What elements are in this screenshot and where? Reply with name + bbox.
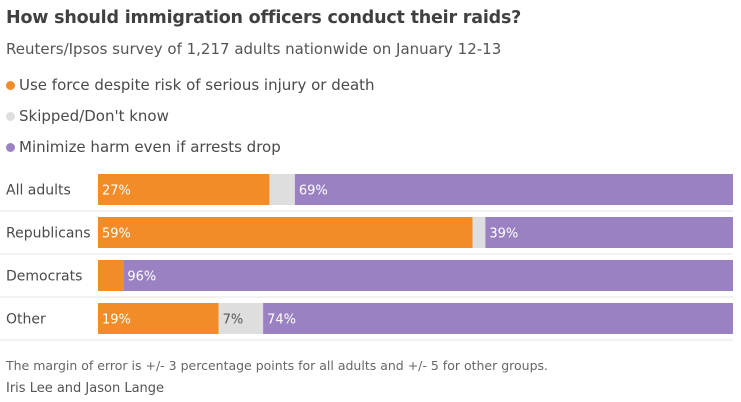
legend-label: Skipped/Don't know bbox=[19, 107, 169, 125]
bar-segment bbox=[98, 260, 124, 291]
data-label: 27% bbox=[102, 184, 131, 199]
bar-segment bbox=[294, 174, 733, 205]
chart-subtitle: Reuters/Ipsos survey of 1,217 adults nat… bbox=[6, 40, 502, 58]
bar-segment bbox=[218, 303, 264, 334]
legend-item-use-force: Use force despite risk of serious injury… bbox=[6, 76, 375, 94]
bar-segment bbox=[269, 174, 295, 205]
legend-dot-icon bbox=[6, 80, 15, 90]
legend-dot-icon bbox=[6, 111, 15, 121]
legend-label: Minimize harm even if arrests drop bbox=[19, 138, 281, 156]
category-label: All adults bbox=[6, 183, 71, 199]
legend-dot-icon bbox=[6, 142, 15, 152]
category-label: Other bbox=[6, 312, 46, 328]
data-label: 96% bbox=[127, 270, 156, 285]
data-label: 19% bbox=[102, 313, 131, 328]
chart-footnote: The margin of error is +/- 3 percentage … bbox=[6, 358, 549, 373]
bar-segment bbox=[472, 217, 486, 248]
chart-title: How should immigration officers conduct … bbox=[6, 8, 522, 28]
legend-item-skipped: Skipped/Don't know bbox=[6, 107, 169, 125]
bar-segment bbox=[98, 303, 219, 334]
data-label: 7% bbox=[223, 313, 244, 328]
category-label: Democrats bbox=[6, 269, 82, 285]
legend-label: Use force despite risk of serious injury… bbox=[19, 76, 375, 94]
bar-segment bbox=[98, 217, 473, 248]
category-label: Republicans bbox=[6, 226, 91, 242]
bar-segment bbox=[263, 303, 733, 334]
data-label: 59% bbox=[102, 227, 131, 242]
bar-segment bbox=[123, 260, 733, 291]
bar-segment bbox=[485, 217, 733, 248]
data-label: 74% bbox=[267, 313, 296, 328]
legend-item-minimize-harm: Minimize harm even if arrests drop bbox=[6, 138, 281, 156]
data-label: 69% bbox=[299, 184, 328, 199]
chart-credit: Iris Lee and Jason Lange bbox=[6, 381, 165, 396]
bar-segment bbox=[98, 174, 270, 205]
data-label: 39% bbox=[489, 227, 518, 242]
